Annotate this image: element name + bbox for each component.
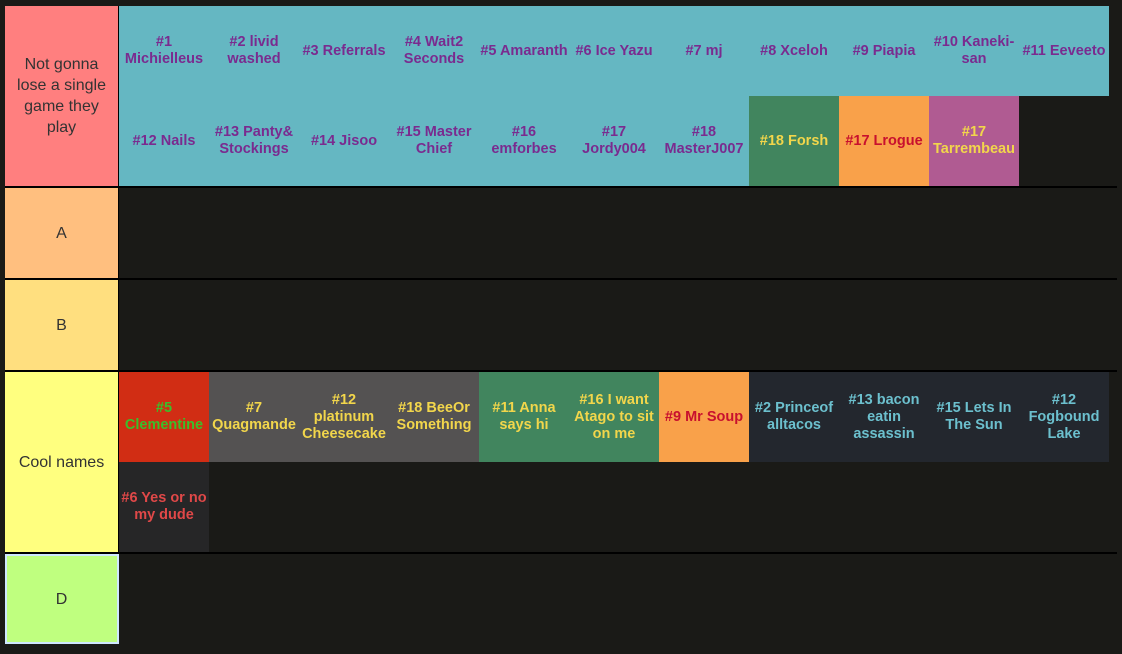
tier-item-card[interactable]: #7 Quagmande bbox=[209, 372, 299, 462]
tier-item-card[interactable]: #9 Piapia bbox=[839, 6, 929, 96]
tier-label[interactable]: Not gonna lose a single game they play bbox=[5, 6, 119, 186]
tier-item-card[interactable]: #12 platinum Cheesecake bbox=[299, 372, 389, 462]
tier-items-dropzone[interactable]: #1 Michielleus #2 livid washed #3 Referral… bbox=[119, 6, 1116, 186]
tier-item-card[interactable]: #17 Jordy004 bbox=[569, 96, 659, 186]
tier-item-card[interactable]: #12 Fogbound Lake bbox=[1019, 372, 1109, 462]
tier-item-card[interactable]: #11 Anna says hi bbox=[479, 372, 569, 462]
tier-row: D bbox=[5, 554, 1117, 644]
tier-label[interactable]: B bbox=[5, 280, 119, 370]
tier-item-card[interactable]: #16 I want Atago to sit on me bbox=[569, 372, 659, 462]
tier-items-dropzone[interactable] bbox=[119, 280, 1116, 370]
tier-item-card[interactable]: #18 MasterJ007 bbox=[659, 96, 749, 186]
tier-item-card[interactable]: #15 Lets In The Sun bbox=[929, 372, 1019, 462]
tier-item-card[interactable]: #18 Forsh bbox=[749, 96, 839, 186]
tier-row: B bbox=[5, 280, 1117, 370]
tier-items-dropzone[interactable]: #5 Clementine #7 Quagmande #12 platinum Ch… bbox=[119, 372, 1116, 552]
tier-item-card[interactable]: #5 Clementine bbox=[119, 372, 209, 462]
tier-item-card[interactable]: #17 Tarrembeau bbox=[929, 96, 1019, 186]
tier-item-card[interactable]: #1 Michielleus bbox=[119, 6, 209, 96]
tier-list: Not gonna lose a single game they play #1… bbox=[5, 6, 1117, 644]
tier-item-card[interactable]: #18 BeeOr Something bbox=[389, 372, 479, 462]
tier-item-card[interactable]: #2 Princeof alltacos bbox=[749, 372, 839, 462]
tier-item-card[interactable]: #10 Kaneki-san bbox=[929, 6, 1019, 96]
tier-item-card[interactable]: #6 Yes or no my dude bbox=[119, 462, 209, 552]
tier-item-card[interactable]: #3 Referrals bbox=[299, 6, 389, 96]
tier-item-card[interactable]: #11 Eeveeto bbox=[1019, 6, 1109, 96]
tier-item-card[interactable]: #8 Xceloh bbox=[749, 6, 839, 96]
tier-item-card[interactable]: #9 Mr Soup bbox=[659, 372, 749, 462]
tier-item-card[interactable]: #5 Amaranth bbox=[479, 6, 569, 96]
tier-item-card[interactable]: #2 livid washed bbox=[209, 6, 299, 96]
tier-item-card[interactable]: #6 Ice Yazu bbox=[569, 6, 659, 96]
tier-row: Cool names #5 Clementine #7 Quagmande #12 p… bbox=[5, 372, 1117, 552]
tier-row: A bbox=[5, 188, 1117, 278]
tier-item-card[interactable]: #15 Master Chief bbox=[389, 96, 479, 186]
tier-items-dropzone[interactable] bbox=[119, 554, 1116, 644]
tier-row: Not gonna lose a single game they play #1… bbox=[5, 6, 1117, 186]
tier-label[interactable]: Cool names bbox=[5, 372, 119, 552]
tier-item-card[interactable]: #14 Jisoo bbox=[299, 96, 389, 186]
tier-label[interactable]: A bbox=[5, 188, 119, 278]
tier-item-card[interactable]: #12 Nails bbox=[119, 96, 209, 186]
tier-item-card[interactable]: #7 mj bbox=[659, 6, 749, 96]
tier-item-card[interactable]: #4 Wait2 Seconds bbox=[389, 6, 479, 96]
tier-item-card[interactable]: #16 emforbes bbox=[479, 96, 569, 186]
tier-item-card[interactable]: #13 bacon eatin assassin bbox=[839, 372, 929, 462]
tier-label[interactable]: D bbox=[5, 554, 119, 644]
tier-item-card[interactable]: #13 Panty& Stockings bbox=[209, 96, 299, 186]
tier-item-card[interactable]: #17 Lrogue bbox=[839, 96, 929, 186]
tier-items-dropzone[interactable] bbox=[119, 188, 1116, 278]
